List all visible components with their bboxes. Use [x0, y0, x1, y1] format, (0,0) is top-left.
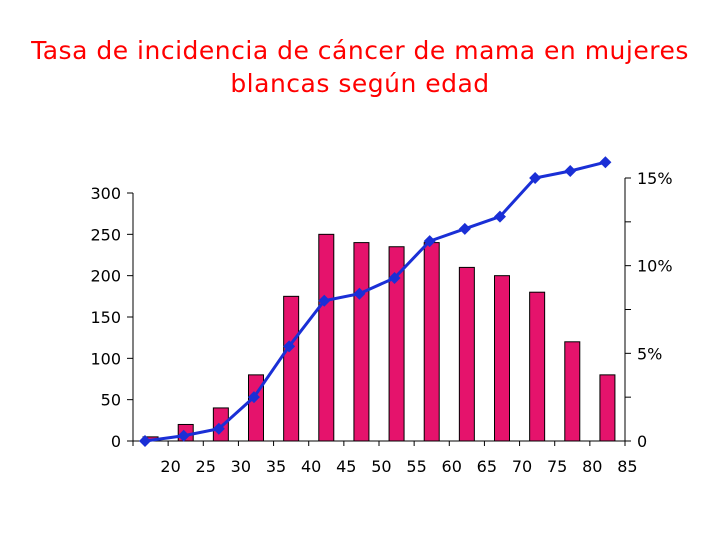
y-right-tick-label: 10%	[637, 257, 673, 276]
bar	[283, 295, 300, 442]
line-point	[283, 340, 296, 353]
x-tick-label: 35	[266, 457, 286, 476]
x-tick-label: 60	[442, 457, 462, 476]
line-point	[493, 210, 506, 223]
x-tick-label: 45	[336, 457, 356, 476]
bar	[318, 233, 335, 442]
x-tick-label: 20	[160, 457, 180, 476]
x-tick-label: 25	[196, 457, 216, 476]
line-point	[318, 294, 331, 307]
line-point	[353, 287, 366, 300]
line-point	[388, 271, 401, 284]
y-left-tick-label: 50	[101, 391, 121, 410]
bar	[599, 374, 616, 442]
bar	[458, 266, 475, 442]
line-point	[599, 156, 612, 169]
bar-series	[142, 233, 616, 442]
bar	[212, 407, 229, 442]
y-left-tick-label: 100	[90, 349, 121, 368]
x-tick-label: 40	[301, 457, 321, 476]
line-point	[529, 172, 542, 184]
chart-title: Tasa de incidencia de cáncer de mama en …	[0, 34, 720, 100]
bar	[423, 242, 440, 442]
x-tick-label: 65	[477, 457, 497, 476]
x-tick-label: 75	[547, 457, 567, 476]
y-left-tick-label: 150	[90, 308, 121, 327]
chart-axes	[127, 177, 631, 446]
x-tick-label: 50	[371, 457, 391, 476]
line-series-path	[144, 160, 606, 443]
x-tick-label: 80	[582, 457, 602, 476]
line-point	[177, 429, 190, 442]
y-left-tick-label: 250	[90, 225, 121, 244]
line-series	[139, 156, 612, 447]
bar	[353, 242, 370, 442]
line-point	[423, 235, 436, 248]
bar	[388, 246, 405, 442]
y-left-tick-label: 300	[90, 184, 121, 203]
x-tick-label: 30	[231, 457, 251, 476]
line-point	[564, 164, 577, 177]
chart-title-line-1: Tasa de incidencia de cáncer de mama en …	[31, 36, 689, 65]
y-left-tick-label: 200	[90, 267, 121, 286]
line-point	[458, 222, 471, 235]
line-point	[212, 422, 225, 435]
x-tick-label: 70	[512, 457, 532, 476]
y-right-tick-label: 5%	[637, 344, 662, 363]
y-left-tick-label: 0	[111, 432, 121, 451]
y-right-tick-label: 15%	[637, 169, 673, 188]
y-right-tick-label: 0	[637, 432, 647, 451]
line-point	[247, 391, 260, 404]
x-tick-label: 85	[617, 457, 637, 476]
bar	[494, 275, 510, 442]
tick-labels: 0 50 100 150 200 250 300 0 5% 10% 15% 20 25 30 35 40 45 5…	[90, 169, 672, 476]
bar	[529, 291, 546, 442]
line-point	[139, 435, 151, 447]
bar	[564, 341, 581, 442]
x-tick-label: 55	[406, 457, 426, 476]
chart-title-line-2: blancas según edad	[230, 69, 490, 98]
